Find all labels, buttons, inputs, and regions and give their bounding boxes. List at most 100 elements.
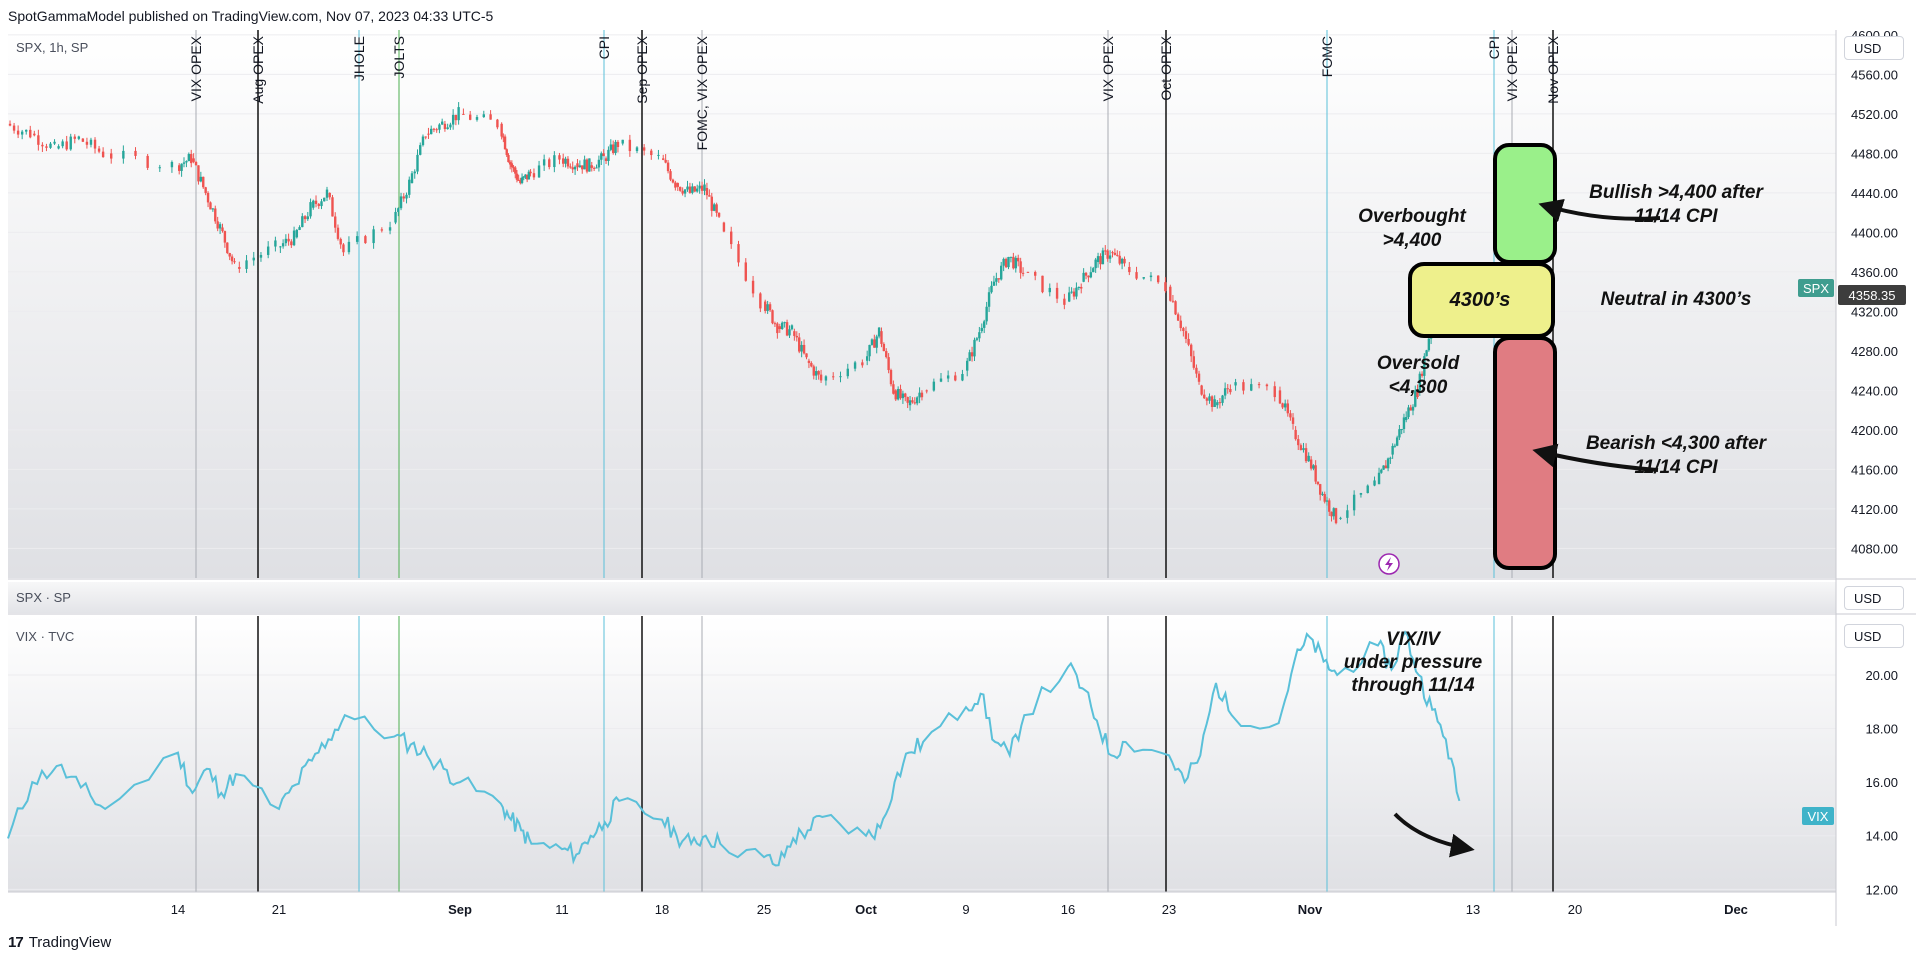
- event-line-label: FOMC, VIX OPEX: [694, 35, 710, 150]
- candle-body: [961, 373, 964, 381]
- candle-body: [650, 150, 653, 156]
- candle-body: [1234, 382, 1237, 386]
- candle-body: [708, 195, 711, 197]
- candle-body: [402, 196, 405, 199]
- candle-body: [1257, 384, 1261, 386]
- spx-y-tick-label: 4400.00: [1851, 225, 1898, 240]
- neutral-box-label: 4300’s: [1449, 289, 1511, 311]
- candle-body: [1400, 429, 1403, 431]
- candle-body: [1195, 367, 1198, 374]
- candle-body: [12, 125, 16, 131]
- candle-body: [1113, 252, 1117, 255]
- candle-body: [980, 327, 983, 332]
- candle-body: [312, 200, 315, 208]
- candle-body: [946, 375, 950, 379]
- event-line-label: JOLTS: [391, 36, 407, 79]
- event-lines: [195, 30, 1554, 892]
- candle-body: [970, 352, 974, 357]
- candle-body: [334, 216, 337, 228]
- candle-body: [394, 211, 397, 223]
- candle-body: [482, 114, 485, 118]
- candle-body: [807, 360, 811, 363]
- vix-price-axis[interactable]: 12.00 14.00 16.00 18.00 20.00: [1865, 668, 1898, 897]
- footer-brand[interactable]: 17 TradingView: [8, 934, 111, 951]
- vix-note-3: through 11/14: [1351, 675, 1475, 696]
- candle-body: [20, 131, 24, 135]
- candle-body: [214, 208, 217, 222]
- candle-body: [16, 130, 20, 135]
- candle-body: [1068, 292, 1071, 302]
- candle-body: [77, 136, 81, 139]
- candle-body: [1339, 517, 1342, 519]
- event-line-label: JHOLE: [351, 36, 367, 81]
- candle-body: [449, 124, 452, 128]
- candle-body: [1278, 390, 1282, 404]
- candle-body: [1176, 314, 1180, 321]
- candle-body: [397, 208, 400, 212]
- spx-y-tick-label: 4120.00: [1851, 502, 1898, 517]
- candle-body: [1004, 258, 1008, 268]
- main-pane-label[interactable]: SPX, 1h, SP: [16, 40, 89, 55]
- time-axis[interactable]: 14 21 Sep 11 18 25 Oct 9 16 23 Nov 13 20 Dec: [171, 902, 1748, 917]
- vix-symbol-badge: [1802, 807, 1834, 825]
- candle-body: [564, 158, 567, 164]
- candle-body: [906, 396, 909, 403]
- candle-body: [679, 186, 682, 191]
- candle-body: [1182, 328, 1185, 331]
- candle-body: [795, 335, 798, 338]
- main-currency-button[interactable]: USD: [1844, 36, 1904, 60]
- candle-body: [558, 155, 561, 160]
- candle-body: [45, 146, 48, 148]
- candle-body: [766, 304, 769, 311]
- candle-body: [1002, 258, 1005, 266]
- candle-body: [790, 325, 794, 330]
- candle-body: [1223, 388, 1227, 396]
- candle-body: [1425, 350, 1428, 357]
- oversold-level: <4,300: [1389, 377, 1448, 398]
- candle-body: [1291, 417, 1295, 424]
- candle-body: [1142, 277, 1145, 279]
- event-line-label: CPI: [1486, 36, 1502, 59]
- candle-body: [182, 162, 186, 164]
- candle-body: [1094, 259, 1097, 269]
- overbought-level: >4,400: [1383, 230, 1442, 251]
- candle-body: [178, 165, 181, 171]
- candle-body: [609, 144, 613, 150]
- candle-body: [438, 124, 441, 130]
- spx-y-tick-label: 4240.00: [1851, 383, 1898, 398]
- candle-body: [469, 114, 472, 120]
- candle-body: [388, 227, 392, 231]
- candle-body: [674, 182, 677, 188]
- candle-body: [1407, 407, 1410, 418]
- candle-body: [347, 241, 351, 253]
- spx-y-tick-label: 4280.00: [1851, 344, 1898, 359]
- spx-price-axis[interactable]: 4080.00 4120.00 4160.00 4200.00 4240.00 4280.…: [1851, 28, 1898, 556]
- candle-body: [880, 331, 883, 344]
- candle-body: [781, 322, 784, 330]
- candle-body: [954, 375, 957, 381]
- candle-body: [698, 185, 701, 189]
- candle-body: [861, 362, 864, 366]
- candle-body: [666, 162, 670, 172]
- x-tick-label: 13: [1466, 902, 1480, 917]
- middle-currency-button[interactable]: USD: [1844, 586, 1904, 610]
- candle-body: [204, 187, 207, 194]
- candle-body: [894, 390, 897, 400]
- candle-body: [1128, 266, 1131, 273]
- candle-body: [1118, 255, 1121, 264]
- spx-candles: [8, 102, 1460, 525]
- candle-body: [192, 158, 195, 162]
- candle-body: [904, 393, 907, 397]
- bullish-zone-box: [1493, 143, 1557, 264]
- candle-body: [590, 165, 593, 168]
- candle-body: [81, 138, 85, 142]
- candle-body: [507, 155, 510, 163]
- candle-body: [592, 167, 596, 169]
- vix-currency-button[interactable]: USD: [1844, 624, 1904, 648]
- vix-pane-label[interactable]: VIX · TVC: [16, 629, 75, 644]
- candle-body: [1297, 439, 1300, 446]
- middle-pane-label[interactable]: SPX · SP: [16, 590, 71, 605]
- candle-body: [259, 254, 263, 258]
- event-line-label: FOMC: [1319, 36, 1335, 77]
